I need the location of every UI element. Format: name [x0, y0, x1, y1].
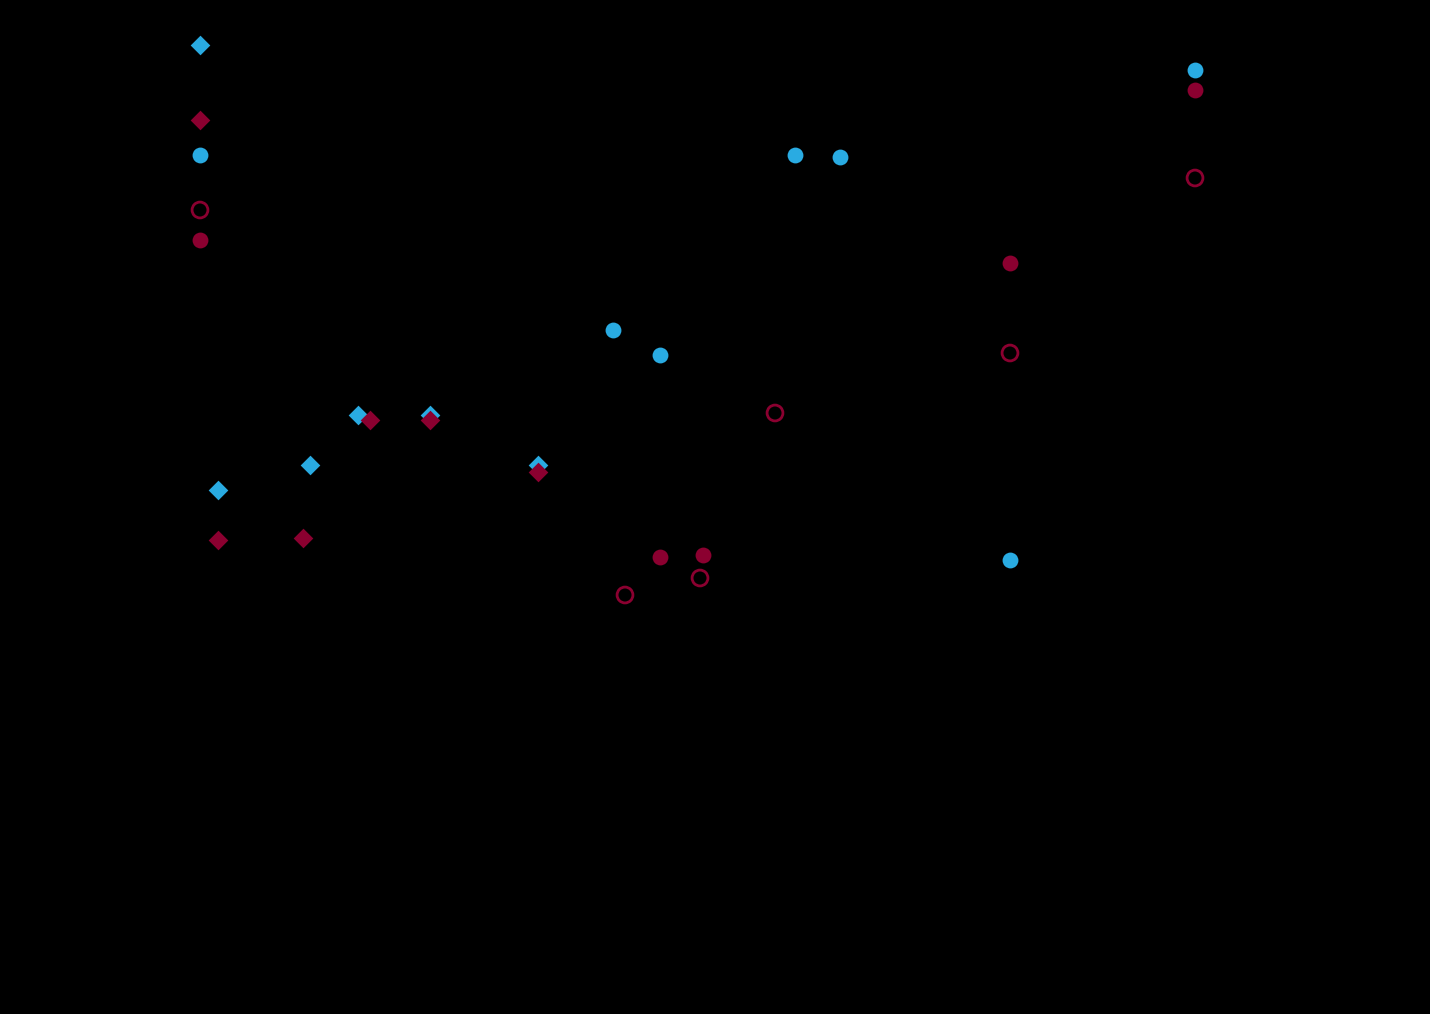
- Point: [189, 147, 212, 163]
- Point: [649, 347, 672, 363]
- Point: [359, 412, 382, 428]
- Point: [784, 147, 807, 163]
- Point: [419, 412, 442, 428]
- Point: [189, 232, 212, 248]
- Point: [998, 552, 1021, 568]
- Point: [346, 407, 369, 423]
- Point: [689, 570, 712, 586]
- Point: [206, 482, 229, 498]
- Point: [998, 255, 1021, 271]
- Point: [526, 457, 549, 474]
- Point: [1184, 62, 1207, 78]
- Point: [649, 549, 672, 565]
- Point: [764, 405, 786, 421]
- Point: [526, 463, 549, 480]
- Point: [419, 407, 442, 423]
- Point: [299, 457, 322, 474]
- Point: [1184, 82, 1207, 98]
- Point: [613, 587, 636, 603]
- Point: [189, 202, 212, 218]
- Point: [189, 37, 212, 53]
- Point: [292, 530, 315, 547]
- Point: [189, 112, 212, 128]
- Point: [1184, 170, 1207, 187]
- Point: [692, 547, 715, 563]
- Point: [602, 321, 625, 338]
- Point: [828, 149, 851, 165]
- Point: [206, 532, 229, 549]
- Point: [998, 345, 1021, 361]
